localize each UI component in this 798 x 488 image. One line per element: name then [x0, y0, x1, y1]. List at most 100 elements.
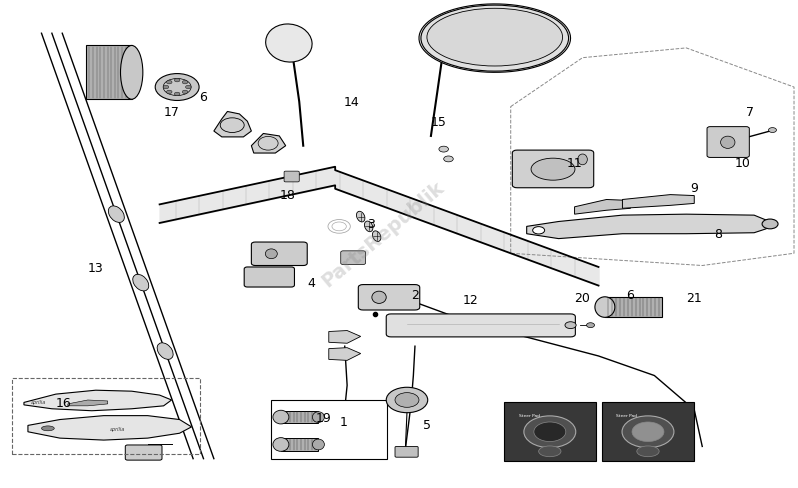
Text: 7: 7 — [746, 106, 754, 119]
Polygon shape — [419, 5, 571, 73]
Ellipse shape — [365, 222, 373, 232]
Bar — [12, 378, 200, 454]
Ellipse shape — [578, 155, 587, 165]
Ellipse shape — [163, 86, 168, 90]
Ellipse shape — [41, 426, 54, 431]
Ellipse shape — [174, 80, 180, 83]
Ellipse shape — [109, 206, 124, 223]
Text: 17: 17 — [164, 106, 180, 119]
Ellipse shape — [637, 446, 659, 457]
Ellipse shape — [372, 291, 386, 304]
Ellipse shape — [539, 446, 561, 457]
Ellipse shape — [622, 416, 674, 448]
Text: 11: 11 — [567, 157, 583, 170]
Text: 21: 21 — [686, 291, 702, 304]
Ellipse shape — [439, 147, 448, 153]
FancyBboxPatch shape — [386, 314, 575, 337]
Ellipse shape — [266, 25, 312, 63]
Ellipse shape — [155, 75, 199, 102]
Ellipse shape — [313, 412, 324, 423]
Text: 4: 4 — [307, 277, 315, 289]
Text: aprilia: aprilia — [30, 400, 45, 405]
FancyBboxPatch shape — [341, 251, 365, 265]
Text: 20: 20 — [575, 291, 591, 304]
Polygon shape — [329, 348, 361, 361]
Ellipse shape — [120, 46, 143, 100]
Polygon shape — [214, 112, 251, 138]
Polygon shape — [575, 200, 630, 215]
Ellipse shape — [132, 275, 148, 291]
FancyBboxPatch shape — [284, 172, 299, 183]
Bar — [602, 403, 694, 461]
Text: 12: 12 — [463, 294, 479, 306]
FancyBboxPatch shape — [707, 127, 749, 158]
Ellipse shape — [762, 220, 778, 229]
Ellipse shape — [531, 159, 575, 181]
Ellipse shape — [768, 128, 776, 133]
Text: 10: 10 — [734, 157, 750, 170]
Polygon shape — [68, 400, 108, 406]
Polygon shape — [281, 438, 318, 451]
Ellipse shape — [534, 422, 566, 442]
Ellipse shape — [273, 438, 289, 451]
Polygon shape — [329, 331, 361, 344]
FancyBboxPatch shape — [395, 447, 418, 457]
Text: 9: 9 — [690, 182, 698, 194]
Bar — [504, 403, 596, 461]
FancyBboxPatch shape — [512, 151, 594, 188]
Text: 3: 3 — [367, 218, 375, 231]
Ellipse shape — [595, 297, 614, 318]
FancyBboxPatch shape — [322, 426, 362, 448]
Polygon shape — [281, 411, 318, 424]
Ellipse shape — [182, 91, 188, 94]
Bar — [271, 400, 387, 459]
Polygon shape — [24, 390, 172, 411]
Text: 14: 14 — [343, 96, 359, 109]
Text: Steer Pad: Steer Pad — [616, 413, 637, 417]
Ellipse shape — [185, 86, 192, 90]
Text: 13: 13 — [88, 262, 104, 275]
Text: 8: 8 — [714, 228, 722, 241]
Polygon shape — [527, 215, 770, 239]
Ellipse shape — [265, 249, 278, 259]
Ellipse shape — [386, 387, 428, 413]
Ellipse shape — [532, 227, 545, 234]
Ellipse shape — [587, 323, 595, 328]
Ellipse shape — [313, 439, 324, 450]
Text: 6: 6 — [626, 289, 634, 302]
Text: 5: 5 — [423, 418, 431, 431]
Text: 18: 18 — [279, 189, 295, 202]
Polygon shape — [86, 46, 132, 100]
Text: 19: 19 — [315, 411, 331, 424]
Ellipse shape — [167, 81, 172, 85]
Ellipse shape — [174, 93, 180, 97]
Polygon shape — [28, 416, 192, 440]
FancyBboxPatch shape — [244, 267, 294, 287]
Text: 2: 2 — [411, 289, 419, 302]
Ellipse shape — [632, 422, 664, 442]
Polygon shape — [622, 195, 694, 209]
Polygon shape — [605, 298, 662, 317]
Text: 1: 1 — [339, 416, 347, 428]
Ellipse shape — [523, 416, 576, 448]
Polygon shape — [251, 134, 286, 154]
Ellipse shape — [357, 212, 365, 223]
Ellipse shape — [332, 432, 353, 443]
Ellipse shape — [444, 157, 453, 163]
Ellipse shape — [395, 393, 419, 407]
Text: 6: 6 — [200, 91, 207, 104]
Ellipse shape — [427, 9, 563, 67]
FancyBboxPatch shape — [125, 445, 162, 460]
Ellipse shape — [157, 343, 173, 360]
Ellipse shape — [273, 410, 289, 424]
FancyBboxPatch shape — [251, 243, 307, 266]
Ellipse shape — [182, 81, 188, 85]
Text: PartsRepublik: PartsRepublik — [318, 178, 448, 291]
Text: Steer Pad: Steer Pad — [519, 413, 539, 417]
Ellipse shape — [373, 231, 381, 242]
Text: 16: 16 — [56, 396, 72, 409]
Ellipse shape — [721, 137, 735, 149]
Text: 15: 15 — [431, 116, 447, 128]
Ellipse shape — [167, 91, 172, 94]
Text: aprilia: aprilia — [110, 427, 125, 431]
